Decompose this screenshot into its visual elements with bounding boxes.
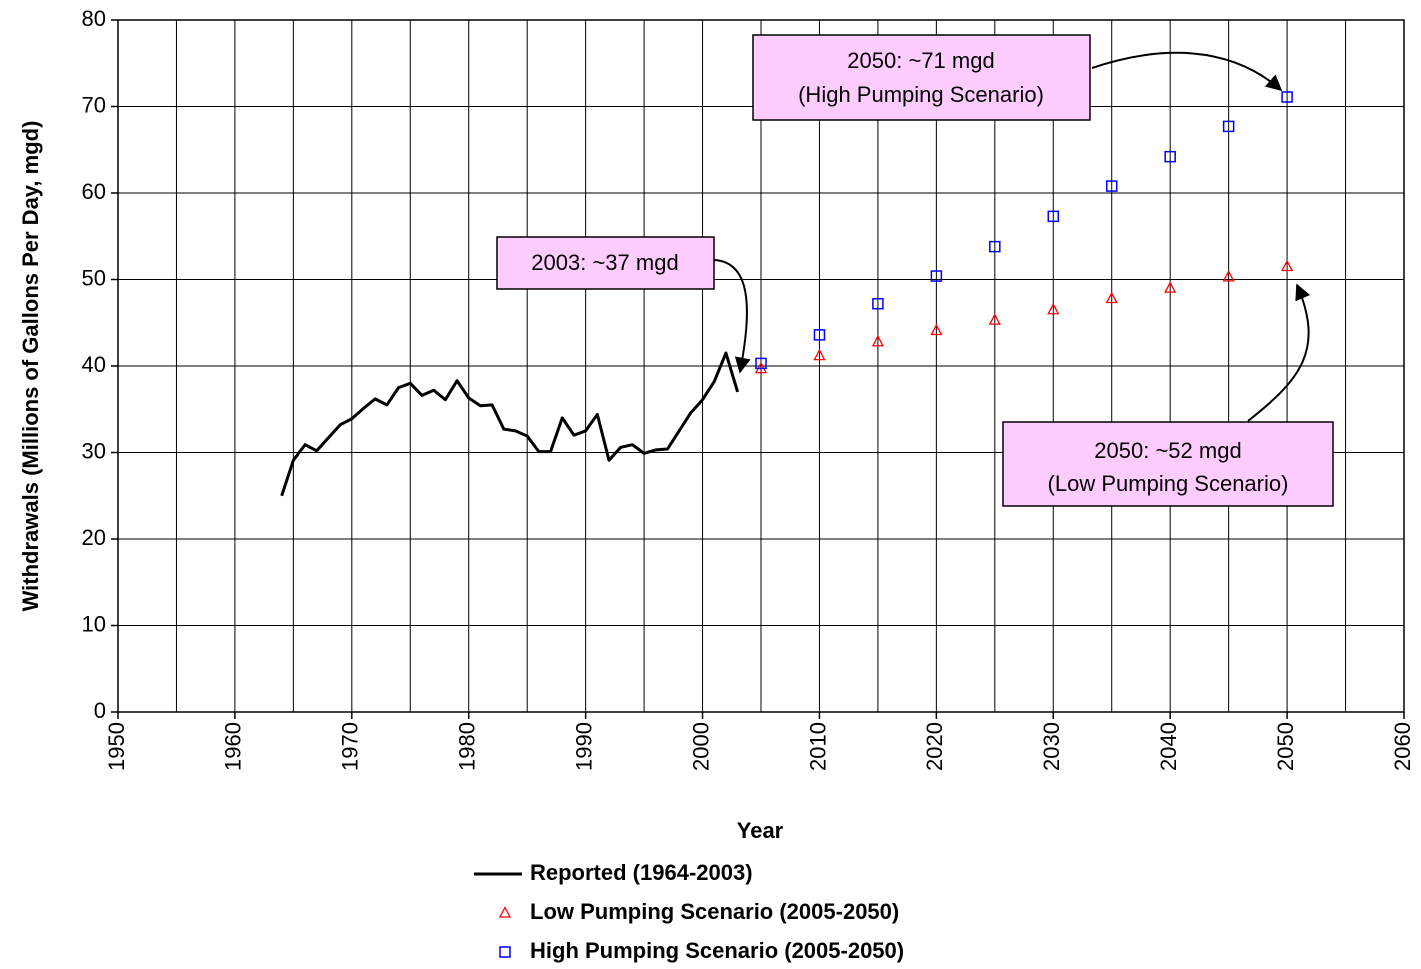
legend-label: High Pumping Scenario (2005-2050) — [530, 938, 904, 963]
square-marker — [1222, 120, 1235, 133]
square-marker — [1047, 210, 1060, 223]
annotation-text: 2050: ~52 mgd — [1094, 438, 1241, 463]
x-axis-title: Year — [737, 818, 784, 843]
square-marker — [872, 297, 884, 310]
x-tick-label: 1970 — [338, 722, 363, 771]
square-marker — [1105, 180, 1118, 192]
square-marker — [1281, 91, 1293, 103]
x-tick-label: 1980 — [455, 722, 480, 771]
x-tick-label: 2040 — [1156, 722, 1181, 771]
y-axis-title: Withdrawals (Millions of Gallons Per Day… — [18, 121, 43, 612]
legend: Reported (1964-2003) Low Pumping Scenario… — [474, 860, 904, 963]
annotation-arrow — [713, 259, 751, 374]
triangle-marker — [1222, 270, 1235, 282]
triangle-marker — [1047, 302, 1060, 315]
x-tick-label: 1960 — [221, 722, 246, 771]
x-tick-label: 2000 — [688, 722, 713, 771]
annotation-text: (Low Pumping Scenario) — [1048, 471, 1289, 496]
x-tick-label: 1990 — [571, 722, 596, 771]
annotation: 2003: ~37 mgd — [496, 236, 751, 374]
annotation-box — [496, 236, 715, 290]
square-marker — [813, 329, 826, 341]
x-tick-label: 2060 — [1390, 722, 1415, 771]
x-tick-label: 2020 — [922, 722, 947, 771]
square-marker — [989, 240, 1001, 253]
triangle-marker — [813, 348, 826, 361]
y-tick-label: 40 — [82, 352, 106, 377]
y-tick-label: 10 — [82, 611, 106, 636]
annotation-text: 2050: ~71 mgd — [847, 48, 994, 73]
x-tick-label: 2030 — [1039, 722, 1064, 771]
annotation-arrow — [1247, 283, 1311, 422]
annotation: 2050: ~52 mgd (Low Pumping Scenario) — [1002, 283, 1334, 507]
legend-label: Low Pumping Scenario (2005-2050) — [530, 899, 899, 924]
triangle-marker — [930, 323, 943, 336]
triangle-marker — [1105, 291, 1118, 304]
x-tick-label: 2010 — [805, 722, 830, 771]
y-tick-label: 0 — [94, 698, 106, 723]
square-marker — [755, 357, 767, 370]
annotation-arrow — [1091, 51, 1283, 92]
data-line — [280, 351, 740, 497]
annotation-box — [1002, 421, 1334, 507]
annotation-text: (High Pumping Scenario) — [798, 82, 1044, 107]
y-tick-label: 30 — [82, 438, 106, 463]
annotation: 2050: ~71 mgd (High Pumping Scenario) — [752, 34, 1283, 121]
legend-label: Reported (1964-2003) — [530, 860, 753, 885]
x-tick-label: 2050 — [1273, 722, 1298, 771]
triangle-marker — [498, 906, 512, 918]
annotation-box — [752, 34, 1091, 121]
y-tick-label: 80 — [82, 6, 106, 31]
annotation-text: 2003: ~37 mgd — [531, 250, 678, 275]
triangle-marker — [1164, 281, 1177, 293]
triangle-marker — [988, 313, 1001, 325]
y-tick-label: 60 — [82, 179, 106, 204]
y-tick-label: 50 — [82, 265, 106, 290]
square-marker — [1164, 150, 1176, 163]
y-tick-label: 70 — [82, 92, 106, 117]
marks — [280, 91, 1294, 497]
square-marker — [930, 270, 943, 282]
square-marker — [499, 946, 511, 958]
plot-frame — [117, 19, 1405, 713]
triangle-marker — [871, 334, 884, 347]
y-tick-label: 20 — [82, 525, 106, 550]
triangle-marker — [1281, 259, 1294, 272]
x-tick-label: 1950 — [104, 722, 129, 771]
